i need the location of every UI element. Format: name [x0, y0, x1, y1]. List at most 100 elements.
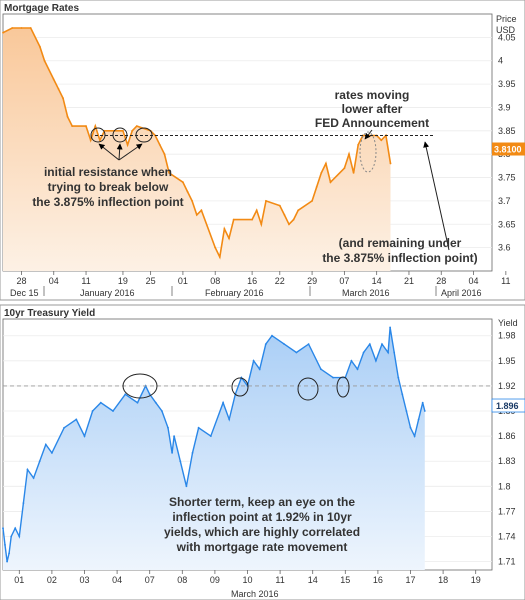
data-point [413, 435, 416, 437]
data-point [255, 209, 258, 212]
data-point [362, 351, 365, 354]
data-point [85, 125, 87, 127]
data-point [265, 200, 267, 202]
data-point [397, 376, 400, 379]
y-tick-label: 3.85 [498, 126, 516, 136]
annotation-treasury-line3: yields, which are highly correlated [164, 525, 360, 539]
data-point [182, 181, 184, 184]
data-point [218, 256, 221, 258]
y-tick-label: 1.83 [498, 456, 516, 466]
treasury-current-value-label: 1.896 [496, 401, 519, 411]
y-tick-label: 1.92 [498, 381, 516, 391]
x-tick-label: 28 [436, 276, 446, 286]
data-point [135, 125, 138, 127]
x-tick-label: 07 [145, 575, 155, 585]
data-point [251, 218, 254, 221]
data-point [20, 27, 23, 29]
remaining-under-arrow [423, 141, 450, 251]
data-point [124, 393, 127, 396]
resistance-circle [135, 127, 153, 143]
treasury-inflection-markers [122, 373, 350, 401]
x-tick-label: 10 [242, 575, 252, 585]
y-tick-label: 1.86 [498, 431, 516, 441]
data-point [62, 97, 64, 99]
annotation-remaining-line2: the 3.875% inflection point) [322, 251, 477, 265]
inflection-circle [122, 373, 158, 399]
data-point [122, 129, 124, 132]
data-point [4, 544, 6, 546]
y-tick-label: 3.95 [498, 79, 516, 89]
treasury-current-value-box [491, 398, 525, 413]
data-point [154, 401, 157, 404]
data-point [228, 237, 230, 240]
data-point [168, 172, 171, 174]
x-tick-label: 09 [210, 575, 220, 585]
x-tick-label: 02 [47, 575, 57, 585]
data-point [10, 535, 13, 538]
y-tick-label: 3.75 [498, 173, 516, 183]
fed-announcement-circle [359, 131, 377, 173]
inflection-circle [231, 377, 249, 397]
data-point [350, 359, 353, 362]
mortgage-current-value-label: 3.8100 [494, 145, 522, 155]
data-point [18, 535, 21, 538]
data-point [39, 45, 41, 48]
data-point [75, 418, 78, 421]
x-tick-label: 11 [501, 276, 510, 286]
y-tick-label: 3.7 [498, 196, 511, 206]
data-point [332, 376, 334, 379]
x-tick-label: 22 [275, 276, 285, 286]
inflection-circle [336, 376, 350, 398]
x-tick-label: 18 [438, 575, 448, 585]
data-point [99, 139, 101, 142]
data-point [44, 443, 47, 446]
data-point [348, 153, 350, 156]
data-point [11, 27, 14, 29]
data-point [389, 326, 391, 329]
mortgage-month-label-dec: Dec 15 [10, 288, 39, 298]
mortgage-x-ticks: 28 04 11 19 25 01 08 16 22 29 07 14 21 28 04 11 [16, 271, 511, 286]
data-point [271, 334, 273, 337]
data-point [51, 452, 53, 454]
mortgage-area-fill [3, 28, 391, 271]
mortgage-month-label-feb: February 2016 [205, 288, 264, 298]
x-tick-label: 17 [405, 575, 415, 585]
x-tick-label: 29 [307, 276, 317, 286]
data-point [26, 468, 29, 471]
data-point [320, 172, 323, 174]
annotation-resistance-line1: initial resistance when [44, 165, 172, 179]
mortgage-month-label-mar: March 2016 [342, 288, 390, 298]
data-point [352, 172, 355, 174]
x-tick-label: 01 [178, 276, 188, 286]
data-point [57, 87, 60, 90]
mortgage-chart-panel: Mortgage Rates 4.0543.953.93.853.83.753.… [0, 0, 525, 301]
data-point [311, 200, 313, 202]
resistance-arrow [118, 143, 143, 161]
data-point [14, 527, 17, 530]
mortgage-current-value-box [492, 142, 525, 156]
data-point [283, 343, 286, 345]
data-point [148, 393, 151, 396]
data-point [252, 359, 255, 362]
mortgage-month-label-apr: April 2016 [441, 288, 482, 298]
data-point [195, 214, 198, 216]
fed-arrow [364, 129, 373, 140]
mortgage-month-label-jan: January 2016 [80, 288, 135, 298]
x-tick-label: 04 [469, 276, 479, 286]
data-point [260, 223, 263, 226]
data-point [292, 218, 295, 221]
treasury-x-ticks: 01 02 03 04 07 08 09 10 11 14 15 16 17 18 19 [14, 570, 481, 585]
data-point [167, 426, 169, 429]
annotation-resistance-line2: trying to break below [48, 180, 169, 194]
mortgage-chart-title: Mortgage Rates [4, 3, 79, 14]
resistance-circle [112, 127, 128, 143]
annotation-resistance-line3: the 3.875% inflection point [32, 195, 183, 209]
x-tick-label: 08 [210, 276, 220, 286]
y-tick-label: 4.05 [498, 32, 516, 42]
data-point [417, 418, 420, 421]
y-tick-label: 1.74 [498, 532, 516, 542]
data-point [8, 552, 11, 555]
x-tick-label: 03 [79, 575, 89, 585]
data-point [375, 359, 377, 362]
